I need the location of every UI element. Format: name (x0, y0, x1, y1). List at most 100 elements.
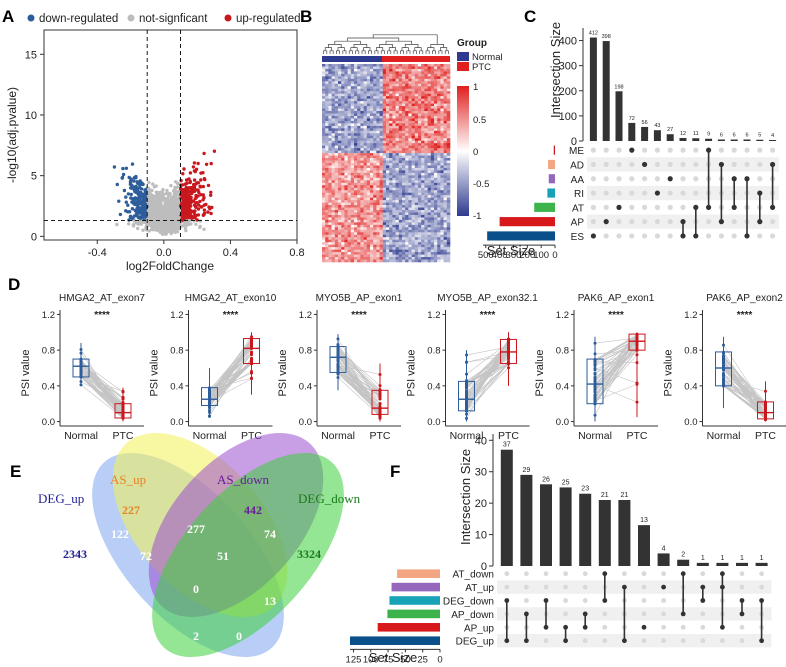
heatmap-cell (446, 130, 451, 134)
heatmap-cell (395, 167, 400, 171)
heatmap-cell (402, 252, 406, 255)
heatmap-cell (446, 153, 451, 156)
heatmap-cell (354, 88, 358, 92)
heatmap-cell (395, 153, 400, 156)
heatmap-cell (446, 200, 451, 203)
heatmap-cell (379, 259, 384, 263)
heatmap-cell (373, 118, 377, 122)
heatmap-cell (398, 197, 403, 201)
heatmap-cell (370, 130, 374, 134)
heatmap-cell (376, 106, 380, 109)
heatmap-cell (370, 180, 374, 184)
heatmap-cell (395, 113, 400, 117)
heatmap-cell (395, 66, 400, 70)
heatmap-cell (446, 93, 451, 97)
heatmap-cell (392, 111, 396, 114)
volcano-point-down (121, 172, 126, 177)
heatmap-cell (376, 237, 380, 241)
heatmap-cell (325, 73, 329, 77)
heatmap-cell (418, 118, 422, 122)
heatmap-cell (322, 138, 326, 142)
heatmap-cell (338, 239, 342, 243)
heatmap-cell (334, 111, 339, 114)
volcano-point-down (130, 162, 135, 166)
dendrogram-branch (430, 44, 444, 48)
heatmap-cell (334, 182, 339, 186)
heatmap-cell (366, 120, 371, 124)
heatmap-cell (398, 239, 403, 243)
heatmap-cell (344, 103, 348, 107)
heatmap-cell (341, 140, 345, 144)
heatmap-cell (437, 190, 441, 193)
volcano-point-ns (154, 184, 158, 188)
heatmap-cell (331, 214, 336, 218)
heatmap-cell (443, 175, 448, 179)
heatmap-cell (382, 187, 387, 191)
heatmap-cell (386, 113, 390, 117)
heatmap-cell (402, 155, 406, 159)
heatmap-cell (386, 182, 390, 186)
heatmap-cell (418, 167, 422, 171)
heatmap-cell (446, 123, 451, 127)
volcano-point-up (193, 204, 198, 209)
heatmap-cell (363, 187, 368, 191)
heatmap-cell (350, 155, 355, 159)
heatmap-cell (325, 163, 329, 166)
heatmap-cell (411, 195, 416, 198)
heatmap-cell (414, 224, 419, 228)
heatmap-cell (328, 73, 332, 77)
heatmap-cell (395, 172, 400, 176)
heatmap-cell (366, 247, 371, 250)
heatmap-cell (363, 224, 368, 228)
heatmap-cell (395, 96, 400, 99)
heatmap-cell (405, 254, 409, 258)
heatmap-cell (418, 125, 422, 129)
heatmap-cell (382, 182, 387, 186)
heatmap-cell (347, 133, 352, 137)
heatmap-cell (386, 197, 390, 201)
heatmap-cell (382, 165, 387, 169)
heatmap-cell (408, 83, 412, 87)
heatmap-cell (334, 249, 339, 253)
heatmap-cell (446, 219, 451, 223)
heatmap-cell (363, 123, 368, 127)
heatmap-cell (424, 133, 428, 137)
heatmap-cell (440, 145, 444, 149)
heatmap-cell (379, 205, 384, 208)
heatmap-cell (405, 101, 409, 104)
heatmap-cell (354, 195, 358, 198)
volcano-point-up (196, 194, 200, 198)
heatmap-cell (366, 143, 371, 146)
volcano-point-ns (164, 220, 168, 225)
heatmap-cell (334, 210, 339, 213)
heatmap-cell (402, 96, 406, 99)
heatmap-cell (402, 237, 406, 241)
heatmap-cell (344, 247, 348, 250)
heatmap-cell (421, 182, 425, 186)
heatmap-cell (325, 118, 329, 122)
heatmap-cell (405, 219, 409, 223)
heatmap-cell (338, 177, 342, 181)
heatmap-cell (373, 165, 377, 169)
heatmap-cell (347, 64, 352, 67)
heatmap-cell (434, 257, 438, 260)
heatmap-cell (370, 81, 374, 85)
heatmap-cell (334, 86, 339, 90)
heatmap-cell (418, 91, 422, 94)
heatmap-cell (366, 222, 371, 226)
heatmap-cell (402, 167, 406, 171)
heatmap-cell (402, 88, 406, 92)
heatmap-cell (418, 108, 422, 112)
heatmap-cell (328, 177, 332, 181)
heatmap-cell (402, 202, 406, 206)
heatmap-cell (446, 214, 451, 218)
heatmap-cell (328, 257, 332, 260)
heatmap-cell (338, 96, 342, 99)
heatmap-cell (405, 140, 409, 144)
heatmap-cell (363, 101, 368, 104)
heatmap-cell (405, 244, 409, 248)
heatmap-cell (389, 197, 393, 201)
heatmap-cell (334, 93, 339, 97)
heatmap-cell (440, 113, 444, 117)
heatmap-cell (325, 78, 329, 82)
